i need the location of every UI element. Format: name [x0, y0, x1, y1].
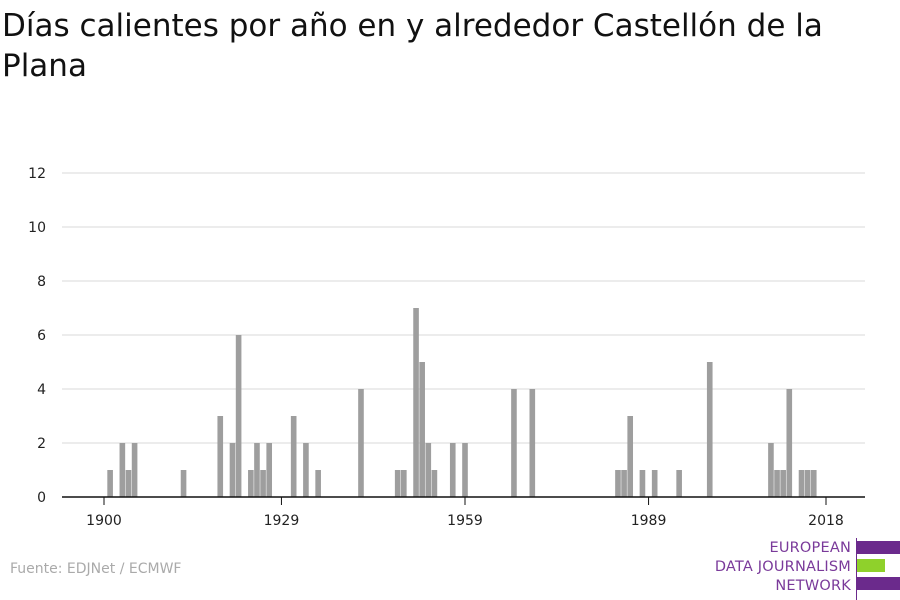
x-tick-label: 1959 [447, 513, 483, 529]
edjnet-logo: EUROPEAN DATA JOURNALISM NETWORK [700, 530, 900, 600]
logo-text-line2: DATA JOURNALISM [714, 559, 851, 575]
bar-1984 [615, 470, 621, 497]
bar-2016 [810, 470, 817, 497]
bar-1927 [266, 443, 273, 497]
logo-text-line1: EUROPEAN [769, 540, 851, 556]
bar-1990 [651, 470, 658, 497]
logo-green-bar [857, 559, 885, 572]
bar-1951 [413, 308, 419, 497]
y-tick-label: 10 [28, 220, 46, 236]
bar-1959 [462, 443, 468, 497]
bar-1948 [394, 470, 401, 497]
bar-1933 [303, 443, 309, 497]
y-tick-label: 6 [37, 328, 46, 344]
y-tick-label: 8 [37, 274, 46, 290]
bar-1985 [621, 470, 627, 497]
bar-1988 [639, 470, 646, 497]
y-tick-label: 12 [28, 166, 46, 182]
bar-1954 [431, 470, 438, 497]
bar-1935 [315, 470, 321, 497]
bar-2015 [804, 470, 811, 497]
bar-1901 [107, 470, 113, 497]
bar-1919 [217, 416, 224, 497]
bar-1994 [676, 470, 682, 497]
bar-1949 [401, 470, 407, 497]
y-tick-label: 2 [37, 436, 46, 452]
bar-1903 [119, 443, 126, 497]
bar-1957 [449, 443, 456, 497]
logo-divider [856, 538, 857, 600]
bar-2014 [798, 470, 805, 497]
bar-2010 [774, 470, 780, 497]
source-note: Fuente: EDJNet / ECMWF [10, 561, 182, 577]
chart-title: Días calientes por año en y alrededor Ca… [2, 8, 823, 84]
bar-1986 [627, 416, 634, 497]
x-tick-label: 1929 [264, 513, 300, 529]
bar-1999 [706, 362, 713, 497]
bar-1953 [425, 443, 432, 497]
bar-1952 [419, 362, 425, 497]
bar-2009 [768, 443, 774, 497]
bar-1913 [180, 470, 187, 497]
bar-1905 [131, 443, 138, 497]
x-tick-label: 1989 [631, 513, 667, 529]
bar-1921 [229, 443, 236, 497]
x-tick-label: 1900 [86, 513, 122, 529]
bar-2012 [786, 389, 793, 497]
bar-1931 [290, 416, 297, 497]
bar-1922 [235, 335, 242, 497]
x-tick-label: 2018 [808, 513, 844, 529]
bar-1925 [254, 443, 260, 497]
bar-1924 [248, 470, 254, 497]
logo-purple-bar-top [857, 541, 900, 554]
logo-purple-bar-bottom [857, 577, 900, 590]
bar-1904 [125, 470, 132, 497]
bar-1967 [511, 389, 517, 497]
bar-1942 [358, 389, 364, 497]
y-tick-label: 0 [37, 490, 46, 506]
y-tick-label: 4 [37, 382, 46, 398]
logo-text-line3: NETWORK [775, 578, 851, 594]
bar-1926 [260, 470, 266, 497]
bar-1970 [529, 389, 536, 497]
bar-2011 [780, 470, 786, 497]
